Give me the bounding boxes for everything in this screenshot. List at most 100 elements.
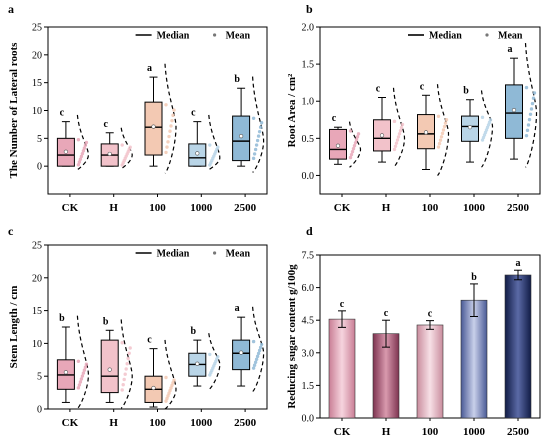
legend-mean-label: Mean	[226, 249, 251, 260]
panel-label: c	[8, 224, 14, 238]
data-point	[78, 157, 83, 161]
data-point	[252, 363, 257, 367]
y-tick-label: 5	[37, 134, 42, 145]
data-point	[256, 351, 261, 356]
data-points	[208, 352, 220, 377]
box-mean-marker	[63, 149, 68, 154]
y-tick-label: 0.0	[302, 171, 315, 182]
panel-label: a	[8, 2, 14, 16]
data-point	[258, 125, 263, 129]
data-point	[127, 351, 131, 355]
data-point	[170, 383, 174, 388]
y-tick-label: 15	[32, 78, 42, 89]
data-point	[392, 119, 397, 124]
y-tick-label: 7.5	[302, 251, 315, 262]
data-point	[84, 140, 89, 145]
density-curve	[524, 42, 538, 168]
data-point	[400, 122, 405, 127]
box-mean-marker	[239, 350, 244, 355]
significance-letter: b	[191, 326, 197, 337]
data-points	[76, 359, 89, 390]
box-mean-marker	[423, 130, 429, 135]
legend-mean-marker	[213, 251, 217, 255]
data-point	[164, 103, 168, 107]
box-mean-marker	[151, 385, 156, 391]
bar	[416, 324, 444, 419]
data-point	[128, 145, 132, 149]
density-curve	[436, 84, 450, 176]
y-tick-label: 1.5	[302, 381, 315, 392]
density-curve	[392, 87, 406, 168]
data-point	[83, 143, 88, 147]
x-tick-label: 2500	[507, 426, 530, 438]
bar	[328, 318, 356, 419]
data-point	[259, 342, 264, 347]
data-point	[120, 388, 124, 392]
significance-letter: b	[234, 74, 240, 85]
data-point	[398, 128, 403, 133]
y-axis-label: Stem Length / cm	[8, 286, 20, 369]
box-iqr	[100, 339, 119, 394]
y-axis-label: Root Area / cm²	[286, 73, 298, 147]
significance-letter: c	[332, 113, 337, 124]
density-curve	[120, 319, 133, 409]
y-tick-label: 0.0	[302, 414, 315, 425]
data-point	[79, 377, 84, 381]
data-point	[251, 116, 256, 120]
y-tick-label: 20	[32, 273, 42, 284]
data-point	[76, 359, 81, 363]
data-point	[255, 138, 260, 143]
y-tick-label: 4.5	[302, 316, 315, 327]
data-point	[528, 112, 533, 116]
data-point	[251, 156, 256, 161]
data-point	[532, 91, 537, 95]
data-point	[253, 147, 258, 152]
data-point	[437, 141, 442, 146]
data-points	[164, 103, 176, 155]
data-point	[526, 123, 531, 127]
data-point	[82, 146, 87, 150]
x-tick-label: 100	[422, 202, 439, 214]
density-curve	[480, 90, 494, 168]
x-tick-label: 100	[422, 426, 439, 438]
data-point	[81, 371, 86, 375]
box-iqr	[232, 339, 251, 371]
data-point	[128, 346, 132, 350]
box-mean-marker	[335, 143, 341, 148]
x-tick-label: H	[382, 426, 391, 438]
significance-letter: b	[59, 313, 65, 324]
data-point	[351, 147, 356, 151]
data-point	[120, 341, 124, 345]
data-point	[252, 152, 257, 156]
data-point	[254, 357, 259, 362]
data-points	[436, 114, 449, 149]
data-point	[348, 129, 353, 133]
x-tick-label: 1000	[463, 426, 486, 438]
panel-label: b	[306, 2, 313, 16]
data-point	[167, 391, 171, 395]
y-tick-label: 25	[32, 241, 42, 252]
data-point	[524, 85, 529, 90]
data-points	[208, 143, 220, 167]
y-tick-label: 2.0	[302, 23, 315, 34]
data-point	[83, 365, 88, 369]
data-point	[443, 121, 448, 125]
x-tick-label: 2500	[507, 202, 530, 214]
data-point	[436, 114, 441, 118]
y-tick-label: 1.0	[302, 97, 315, 108]
y-tick-label: 3.0	[302, 348, 315, 359]
significance-letter: c	[103, 119, 108, 130]
data-point	[216, 354, 220, 359]
significance-letter: c	[60, 108, 65, 119]
density-curve	[348, 121, 362, 168]
data-point	[164, 399, 168, 403]
data-point	[348, 155, 353, 160]
data-point	[254, 143, 259, 147]
data-point	[164, 150, 168, 155]
data-point	[166, 394, 170, 398]
box-iqr	[232, 115, 251, 162]
x-tick-label: 100	[149, 417, 166, 429]
data-point	[120, 143, 124, 147]
significance-letter: c	[428, 309, 433, 320]
